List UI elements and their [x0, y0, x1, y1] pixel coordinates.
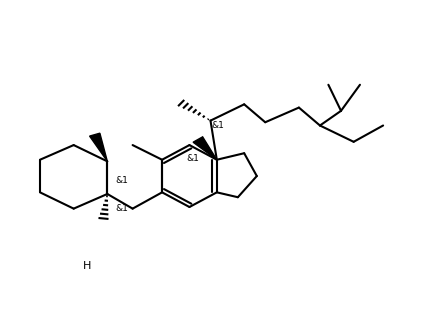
Text: &1: &1	[115, 204, 128, 213]
Polygon shape	[193, 137, 217, 160]
Text: &1: &1	[115, 176, 128, 185]
Polygon shape	[90, 133, 107, 161]
Text: &1: &1	[212, 121, 225, 130]
Text: H: H	[83, 261, 92, 271]
Text: &1: &1	[187, 154, 200, 163]
